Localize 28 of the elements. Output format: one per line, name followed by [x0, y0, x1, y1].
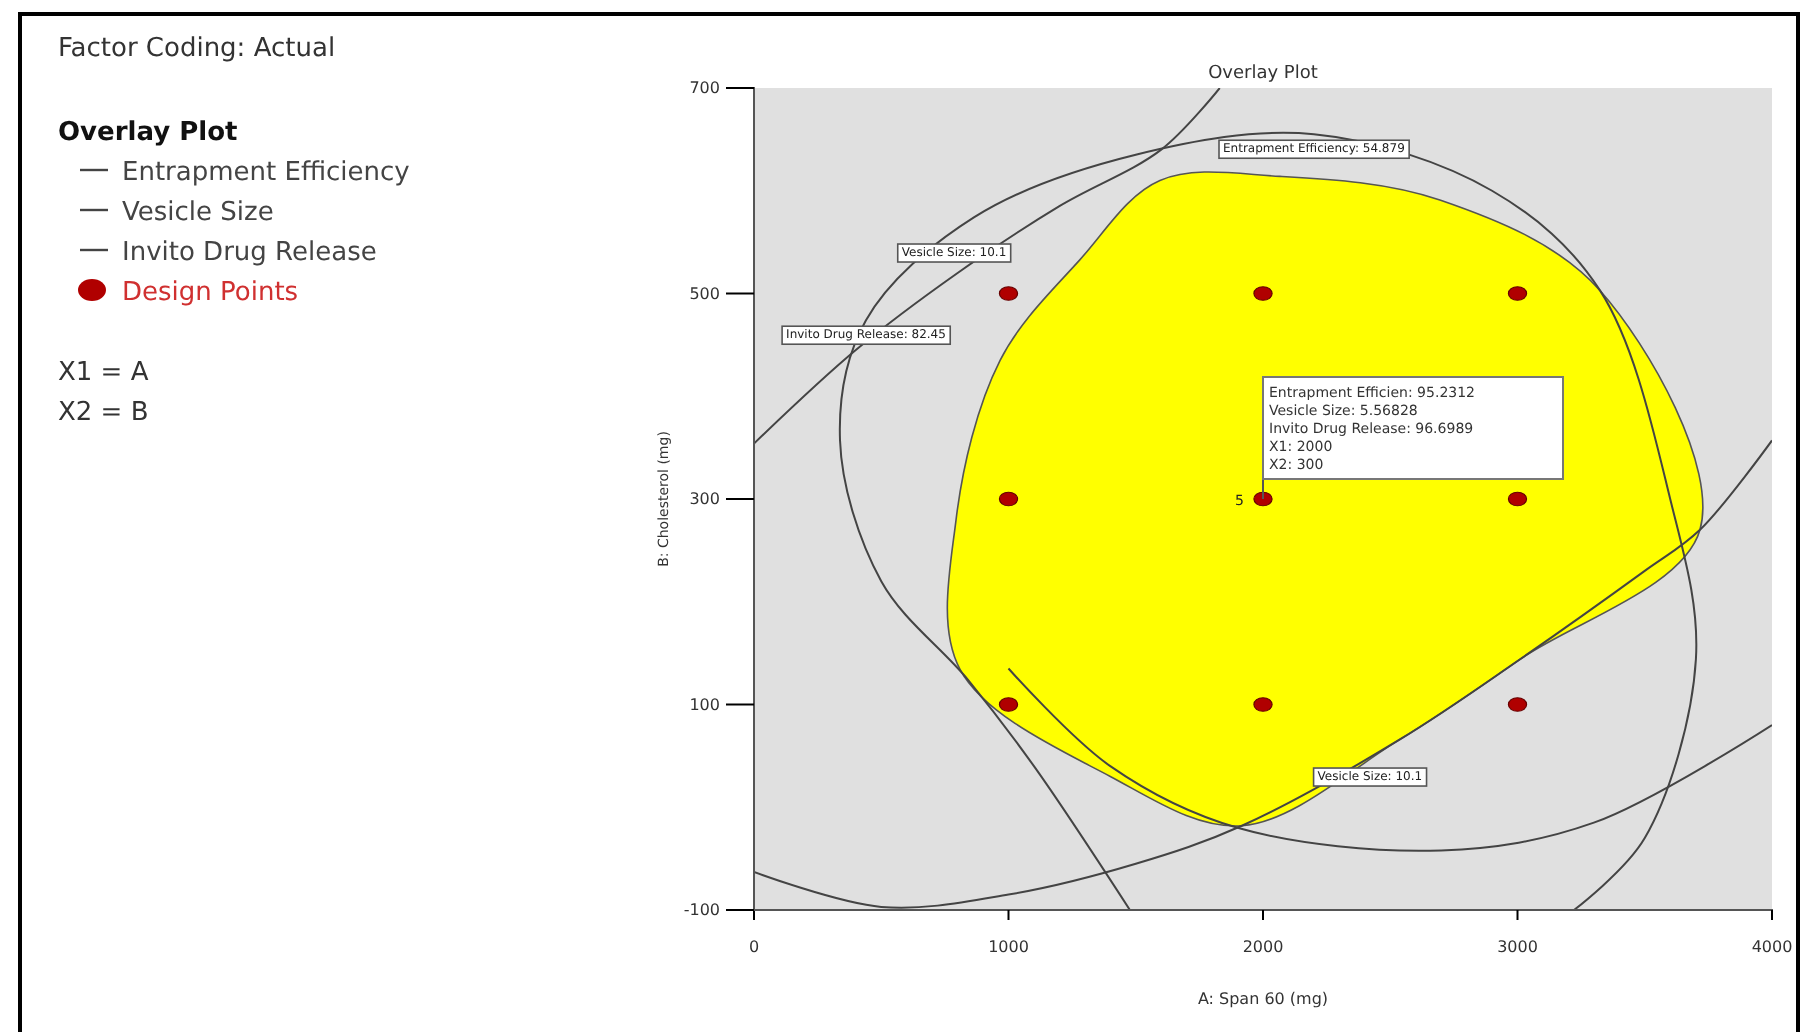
x-tick-label: 2000: [1242, 937, 1284, 956]
x-tick-label: 4000: [1751, 937, 1793, 956]
x-axis-title: A: Span 60 (mg): [1197, 990, 1329, 1008]
legend-label: Invito Drug Release: [122, 238, 377, 268]
x-tick-label: 1000: [988, 937, 1029, 956]
point: [998, 697, 1019, 712]
y-tick-label: 500: [689, 284, 720, 303]
point: [1253, 697, 1273, 712]
chart-title: Overlay Plot: [1208, 64, 1319, 84]
text: X2 = B: [58, 398, 149, 428]
x-tick-label: 3000: [1497, 937, 1538, 956]
point: [1507, 697, 1528, 712]
point: [1507, 491, 1528, 507]
y-tick-label: 700: [689, 79, 720, 98]
text: X1 = A: [58, 358, 149, 388]
legend-label: Vesicle Size: [122, 198, 274, 228]
y-tick-label: 100: [689, 695, 720, 714]
point: [1253, 286, 1273, 301]
point: [998, 491, 1019, 507]
point: [998, 286, 1019, 301]
y-tick-label: -100: [683, 901, 720, 920]
legend-label: Entrapment Efficiency: [122, 158, 411, 188]
point: [1507, 286, 1528, 301]
x-tick-label: 0: [748, 937, 760, 956]
text: Factor Coding: Actual: [58, 34, 336, 64]
legend-title: Overlay Plot: [58, 118, 238, 148]
legend-label: Design Points: [122, 278, 299, 308]
y-tick-label: 300: [689, 490, 720, 509]
